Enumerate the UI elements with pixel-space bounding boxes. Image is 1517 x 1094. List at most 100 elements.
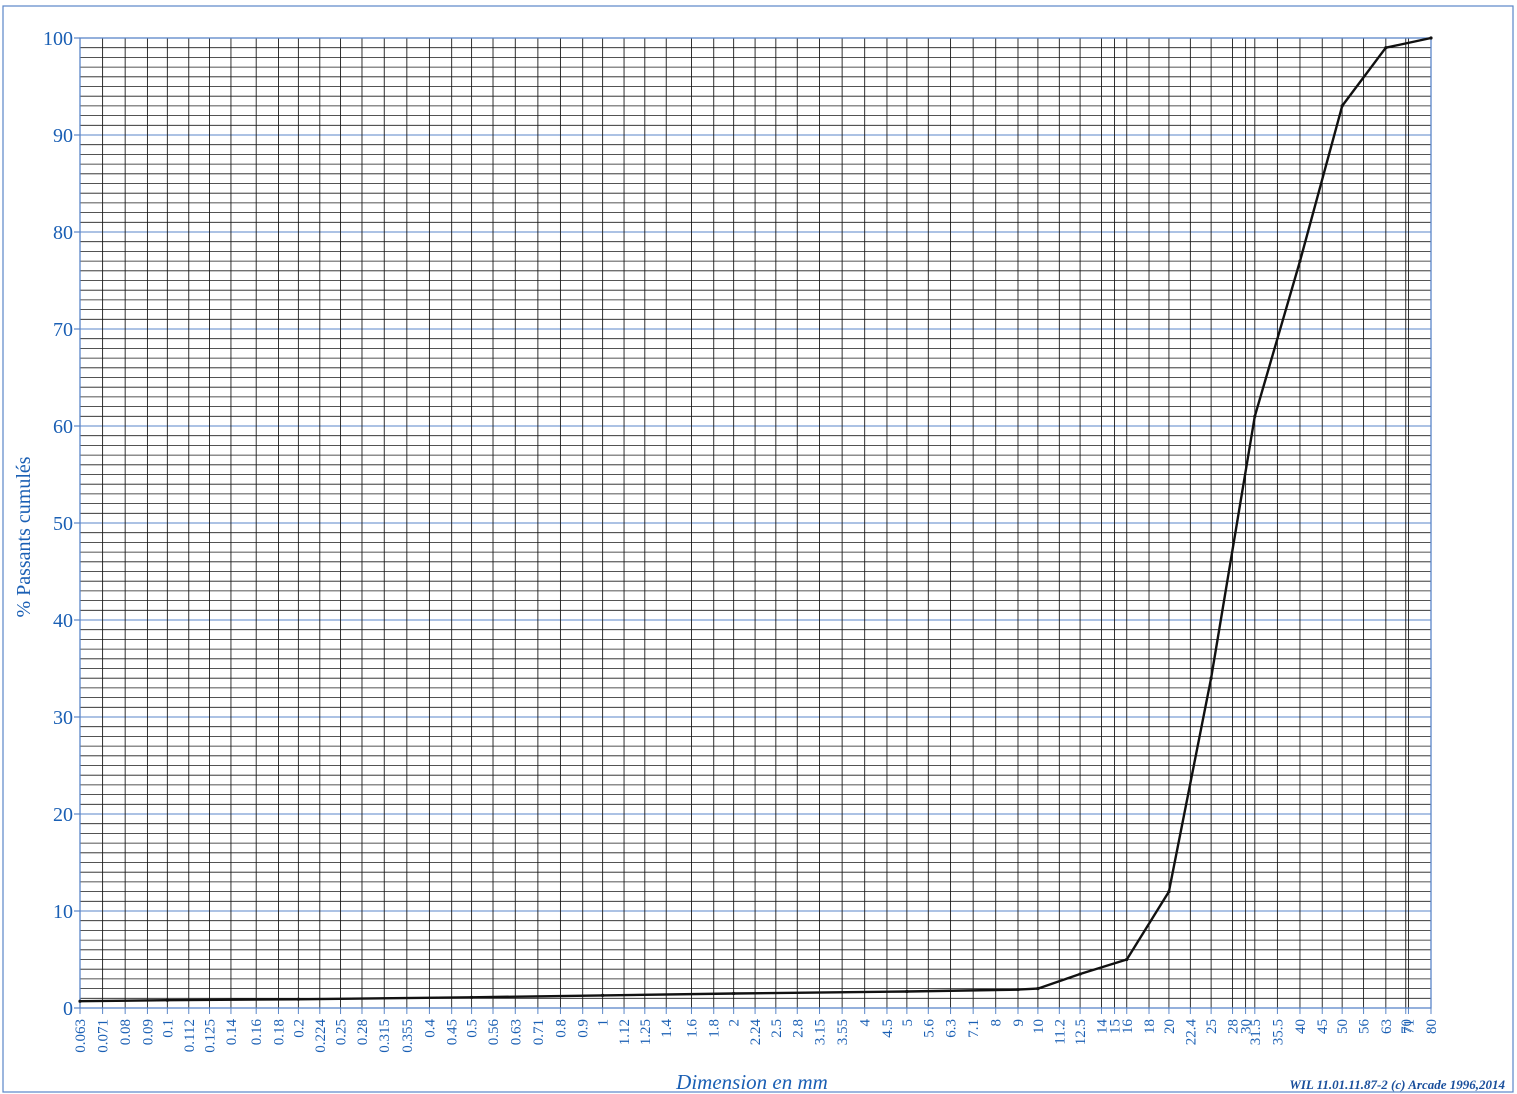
x-tick-label: 15 bbox=[1108, 1019, 1124, 1034]
data-point bbox=[296, 997, 300, 1001]
data-point bbox=[1167, 890, 1171, 894]
x-axis-label: Dimension en mm bbox=[675, 1070, 828, 1094]
x-tick-label: 56 bbox=[1357, 1019, 1373, 1035]
x-tick-label: 5 bbox=[900, 1019, 916, 1027]
x-tick-label: 4 bbox=[858, 1019, 874, 1027]
x-tick-label: 0.18 bbox=[271, 1019, 287, 1045]
x-tick-label: 28 bbox=[1226, 1019, 1242, 1034]
x-tick-label: 0.71 bbox=[531, 1019, 547, 1045]
y-tick-label: 30 bbox=[53, 707, 73, 729]
x-tick-label: 1.8 bbox=[707, 1019, 723, 1038]
data-point bbox=[1384, 46, 1388, 50]
x-tick-label: 0.14 bbox=[224, 1019, 240, 1046]
x-tick-label: 1.4 bbox=[659, 1019, 675, 1038]
x-tick-label: 0.45 bbox=[445, 1019, 461, 1045]
data-point bbox=[601, 993, 605, 997]
x-tick-label: 3.55 bbox=[835, 1019, 851, 1045]
x-tick-label: 0.071 bbox=[96, 1019, 112, 1053]
x-tick-label: 2.24 bbox=[748, 1019, 764, 1046]
x-tick-label: 11.2 bbox=[1052, 1019, 1068, 1045]
y-tick-label: 100 bbox=[43, 28, 73, 50]
x-tick-label: 0.25 bbox=[334, 1019, 350, 1045]
x-tick-label: 0.63 bbox=[508, 1019, 524, 1045]
x-axis-ticks: 0.063 0.071 0.08 0.09 0.1 0.112 0.125 0.14 0.16 0… bbox=[73, 1008, 1440, 1053]
x-tick-label: 0.16 bbox=[249, 1019, 265, 1046]
x-tick-label: 45 bbox=[1315, 1019, 1331, 1034]
x-tick-label: 35.5 bbox=[1270, 1019, 1286, 1045]
x-tick-label: 30 bbox=[1239, 1019, 1255, 1034]
x-tick-label: 9 bbox=[1011, 1019, 1027, 1027]
x-tick-label: 0.9 bbox=[576, 1019, 592, 1038]
outer-frame bbox=[2, 5, 1514, 1093]
grid bbox=[79, 37, 1432, 1009]
data-point bbox=[1298, 259, 1302, 263]
x-tick-label: 0.09 bbox=[140, 1019, 156, 1045]
y-tick-label: 10 bbox=[53, 901, 73, 923]
data-point bbox=[905, 989, 909, 994]
y-tick-label: 20 bbox=[53, 804, 73, 826]
x-tick-label: 71 bbox=[1401, 1019, 1417, 1034]
x-tick-label: 80 bbox=[1424, 1019, 1440, 1034]
x-tick-label: 6.3 bbox=[944, 1019, 960, 1038]
data-point bbox=[1036, 987, 1040, 991]
y-tick-label: 0 bbox=[63, 998, 73, 1020]
data-point bbox=[1078, 972, 1082, 976]
x-tick-label: 20 bbox=[1162, 1019, 1178, 1034]
x-tick-label: 18 bbox=[1142, 1019, 1158, 1034]
x-tick-label: 14 bbox=[1095, 1019, 1111, 1035]
x-tick-label: 0.4 bbox=[422, 1019, 438, 1038]
x-tick-label: 0.063 bbox=[73, 1019, 89, 1053]
x-tick-label: 10 bbox=[1031, 1019, 1047, 1034]
x-tick-label: 1 bbox=[596, 1019, 612, 1027]
x-tick-label: 0.315 bbox=[377, 1019, 393, 1053]
data-point bbox=[1340, 104, 1344, 108]
data-point bbox=[1016, 987, 1020, 992]
data-point bbox=[469, 995, 474, 999]
series-line bbox=[79, 36, 1432, 1003]
y-tick-label: 60 bbox=[53, 416, 73, 438]
x-tick-label: 0.125 bbox=[203, 1019, 219, 1053]
x-tick-label: 4.5 bbox=[880, 1019, 896, 1038]
data-point bbox=[1253, 414, 1257, 418]
data-point bbox=[78, 999, 82, 1003]
data-point bbox=[1209, 676, 1213, 680]
x-tick-label: 1.6 bbox=[684, 1019, 700, 1038]
x-tick-label: 2 bbox=[727, 1019, 743, 1027]
x-tick-label: 0.56 bbox=[486, 1019, 502, 1046]
y-tick-label: 80 bbox=[53, 222, 73, 244]
x-tick-label: 63 bbox=[1379, 1019, 1395, 1034]
x-tick-label: 0.5 bbox=[465, 1019, 481, 1038]
data-point bbox=[732, 991, 736, 996]
x-tick-label: 0.8 bbox=[553, 1019, 569, 1038]
data-point bbox=[1429, 36, 1433, 40]
y-tick-label: 90 bbox=[53, 125, 73, 147]
y-tick-label: 50 bbox=[53, 513, 73, 535]
x-tick-label: 25 bbox=[1204, 1019, 1220, 1034]
x-tick-label: 31.5 bbox=[1248, 1019, 1264, 1045]
y-tick-label: 40 bbox=[53, 610, 73, 632]
x-tick-label: 7.1 bbox=[966, 1019, 982, 1038]
x-tick-label: 0.08 bbox=[118, 1019, 134, 1045]
x-tick-label: 12.5 bbox=[1073, 1019, 1089, 1045]
y-tick-label: 70 bbox=[53, 319, 73, 341]
x-tick-label: 0.355 bbox=[400, 1019, 416, 1053]
x-tick-label: 0.112 bbox=[182, 1019, 198, 1052]
data-point bbox=[165, 998, 169, 1002]
data-points bbox=[78, 36, 1433, 1003]
y-axis-label: % Passants cumulés bbox=[13, 456, 35, 617]
y-axis-ticks: 0 10 20 30 40 50 60 70 80 90 100 bbox=[43, 28, 80, 1020]
x-tick-label: 0.2 bbox=[291, 1019, 307, 1038]
x-tick-label: 40 bbox=[1293, 1019, 1309, 1034]
x-tick-label: 0.224 bbox=[313, 1019, 329, 1053]
x-tick-label: 16 bbox=[1120, 1019, 1136, 1035]
x-tick-label: 22.4 bbox=[1183, 1019, 1199, 1046]
x-tick-label: 1.25 bbox=[638, 1019, 654, 1045]
x-tick-label: 5.6 bbox=[921, 1019, 937, 1038]
x-tick-label: 50 bbox=[1335, 1019, 1351, 1034]
data-point bbox=[1125, 957, 1129, 962]
x-tick-label: 1.12 bbox=[617, 1019, 633, 1045]
software-credit: WIL 11.01.11.87-2 (c) Arcade 1996,2014 bbox=[1289, 1077, 1505, 1092]
x-tick-label: 0.28 bbox=[355, 1019, 371, 1045]
